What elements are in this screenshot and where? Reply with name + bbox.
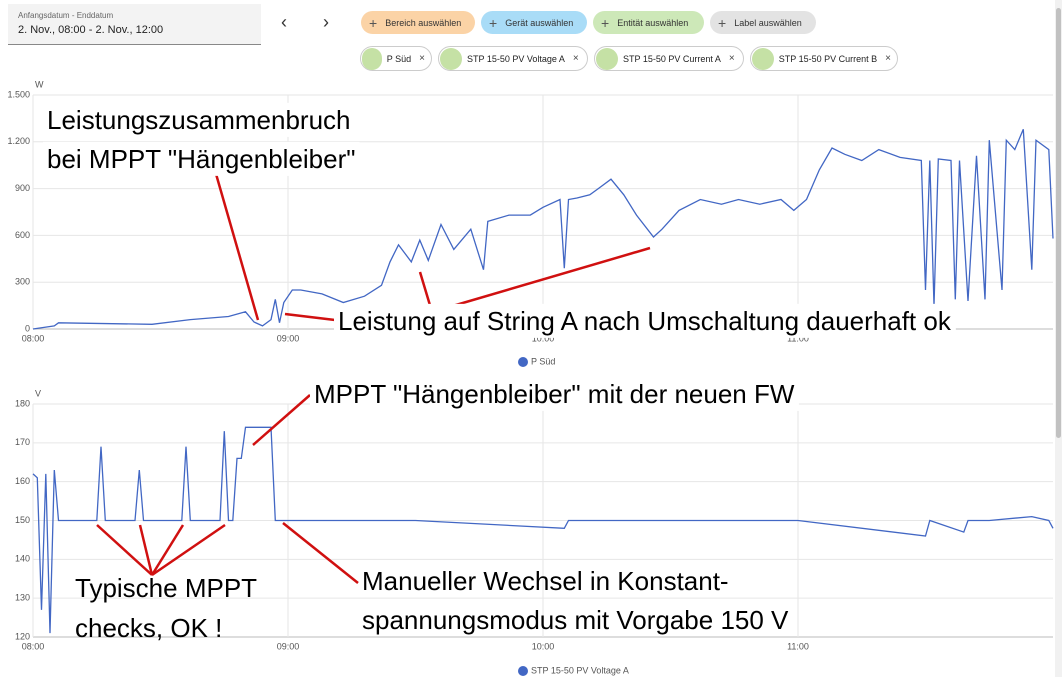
annotation: MPPT "Hängenbleiber" mit der neuen FW bbox=[314, 379, 795, 409]
y-tick-label: 180 bbox=[15, 398, 30, 408]
chip-label: STP 15-50 PV Current A bbox=[623, 53, 721, 64]
label-button[interactable]: + Label auswählen bbox=[710, 11, 816, 34]
y-tick-label: 150 bbox=[15, 515, 30, 525]
entity-chip[interactable]: STP 15-50 PV Current A × bbox=[594, 46, 744, 71]
button-label: Gerät auswählen bbox=[505, 17, 574, 28]
arrow bbox=[151, 523, 226, 577]
entity-chip[interactable]: P Süd × bbox=[360, 46, 432, 71]
button-label: Bereich auswählen bbox=[385, 17, 462, 28]
x-tick-label: 11:00 bbox=[787, 333, 809, 343]
prev-button[interactable]: ‹ bbox=[281, 12, 287, 32]
x-tick-label: 10:00 bbox=[532, 333, 555, 343]
entity-button[interactable]: + Entität auswählen bbox=[593, 11, 704, 34]
button-label: Label auswählen bbox=[734, 17, 802, 28]
arrow bbox=[284, 312, 336, 322]
x-tick-label: 09:00 bbox=[277, 333, 300, 343]
chip-label: STP 15-50 PV Current B bbox=[778, 53, 878, 64]
y-tick-label: 0 bbox=[25, 323, 30, 333]
legend-label: STP 15-50 PV Voltage A bbox=[531, 665, 629, 675]
annotation-arrows bbox=[96, 159, 651, 584]
annotation-bg bbox=[43, 141, 360, 176]
x-tick-label: 09:00 bbox=[277, 641, 300, 651]
chip-label: P Süd bbox=[386, 53, 412, 64]
annotation: checks, OK ! bbox=[75, 613, 222, 643]
legend-dot bbox=[518, 666, 528, 676]
data-line bbox=[32, 426, 1054, 634]
chip-label: STP 15-50 PV Voltage A bbox=[467, 53, 565, 64]
annotation: bei MPPT "Hängenbleiber" bbox=[47, 144, 355, 174]
annotation: Manueller Wechsel in Konstant- bbox=[362, 566, 729, 596]
y-tick-label: 1.500 bbox=[7, 89, 30, 99]
annotation: spannungsmodus mit Vorgabe 150 V bbox=[362, 605, 789, 635]
arrow bbox=[282, 522, 359, 584]
y-tick-label: 1.200 bbox=[7, 136, 30, 146]
annotation-bg bbox=[310, 376, 799, 411]
date-range-picker[interactable]: Anfangsdatum - Enddatum 2. Nov., 08:00 -… bbox=[8, 4, 261, 45]
annotation: Leistungszusammenbruch bbox=[47, 105, 351, 135]
y-tick-label: 130 bbox=[15, 593, 30, 603]
arrow bbox=[150, 524, 185, 576]
device-button[interactable]: + Gerät auswählen bbox=[481, 11, 587, 34]
x-tick-label: 10:00 bbox=[532, 641, 555, 651]
x-tick-label: 11:00 bbox=[787, 641, 809, 651]
entity-chip[interactable]: STP 15-50 PV Current B × bbox=[750, 46, 898, 71]
data-line bbox=[32, 129, 1054, 330]
date-label: Anfangsdatum - Enddatum bbox=[18, 11, 114, 20]
arrow bbox=[96, 524, 153, 576]
y-axis-unit: W bbox=[35, 79, 44, 89]
x-tick-label: 08:00 bbox=[22, 641, 45, 651]
y-tick-label: 120 bbox=[15, 631, 30, 641]
scrollbar[interactable] bbox=[1055, 0, 1062, 677]
next-button[interactable]: › bbox=[323, 12, 329, 32]
legend-label: P Süd bbox=[531, 356, 555, 366]
annotation: Leistung auf String A nach Umschaltung d… bbox=[338, 306, 952, 336]
y-tick-label: 300 bbox=[15, 277, 30, 287]
annotation-bg bbox=[334, 303, 956, 338]
legend-dot bbox=[518, 357, 528, 367]
y-tick-label: 140 bbox=[15, 554, 30, 564]
annotation: Typische MPPT bbox=[75, 573, 257, 603]
annotation-bg bbox=[43, 102, 355, 137]
x-tick-label: 08:00 bbox=[22, 333, 45, 343]
button-label: Entität auswählen bbox=[617, 17, 689, 28]
y-tick-label: 160 bbox=[15, 476, 30, 486]
arrow bbox=[252, 394, 311, 446]
area-button[interactable]: + Bereich auswählen bbox=[361, 11, 475, 34]
y-tick-label: 600 bbox=[15, 230, 30, 240]
y-tick-label: 900 bbox=[15, 183, 30, 193]
entity-chip[interactable]: STP 15-50 PV Voltage A × bbox=[438, 46, 588, 71]
y-tick-label: 170 bbox=[15, 437, 30, 447]
date-value: 2. Nov., 08:00 - 2. Nov., 12:00 bbox=[18, 24, 164, 36]
arrow bbox=[431, 246, 651, 314]
y-axis-unit: V bbox=[35, 388, 41, 398]
arrow bbox=[138, 524, 154, 576]
arrow bbox=[210, 159, 260, 321]
